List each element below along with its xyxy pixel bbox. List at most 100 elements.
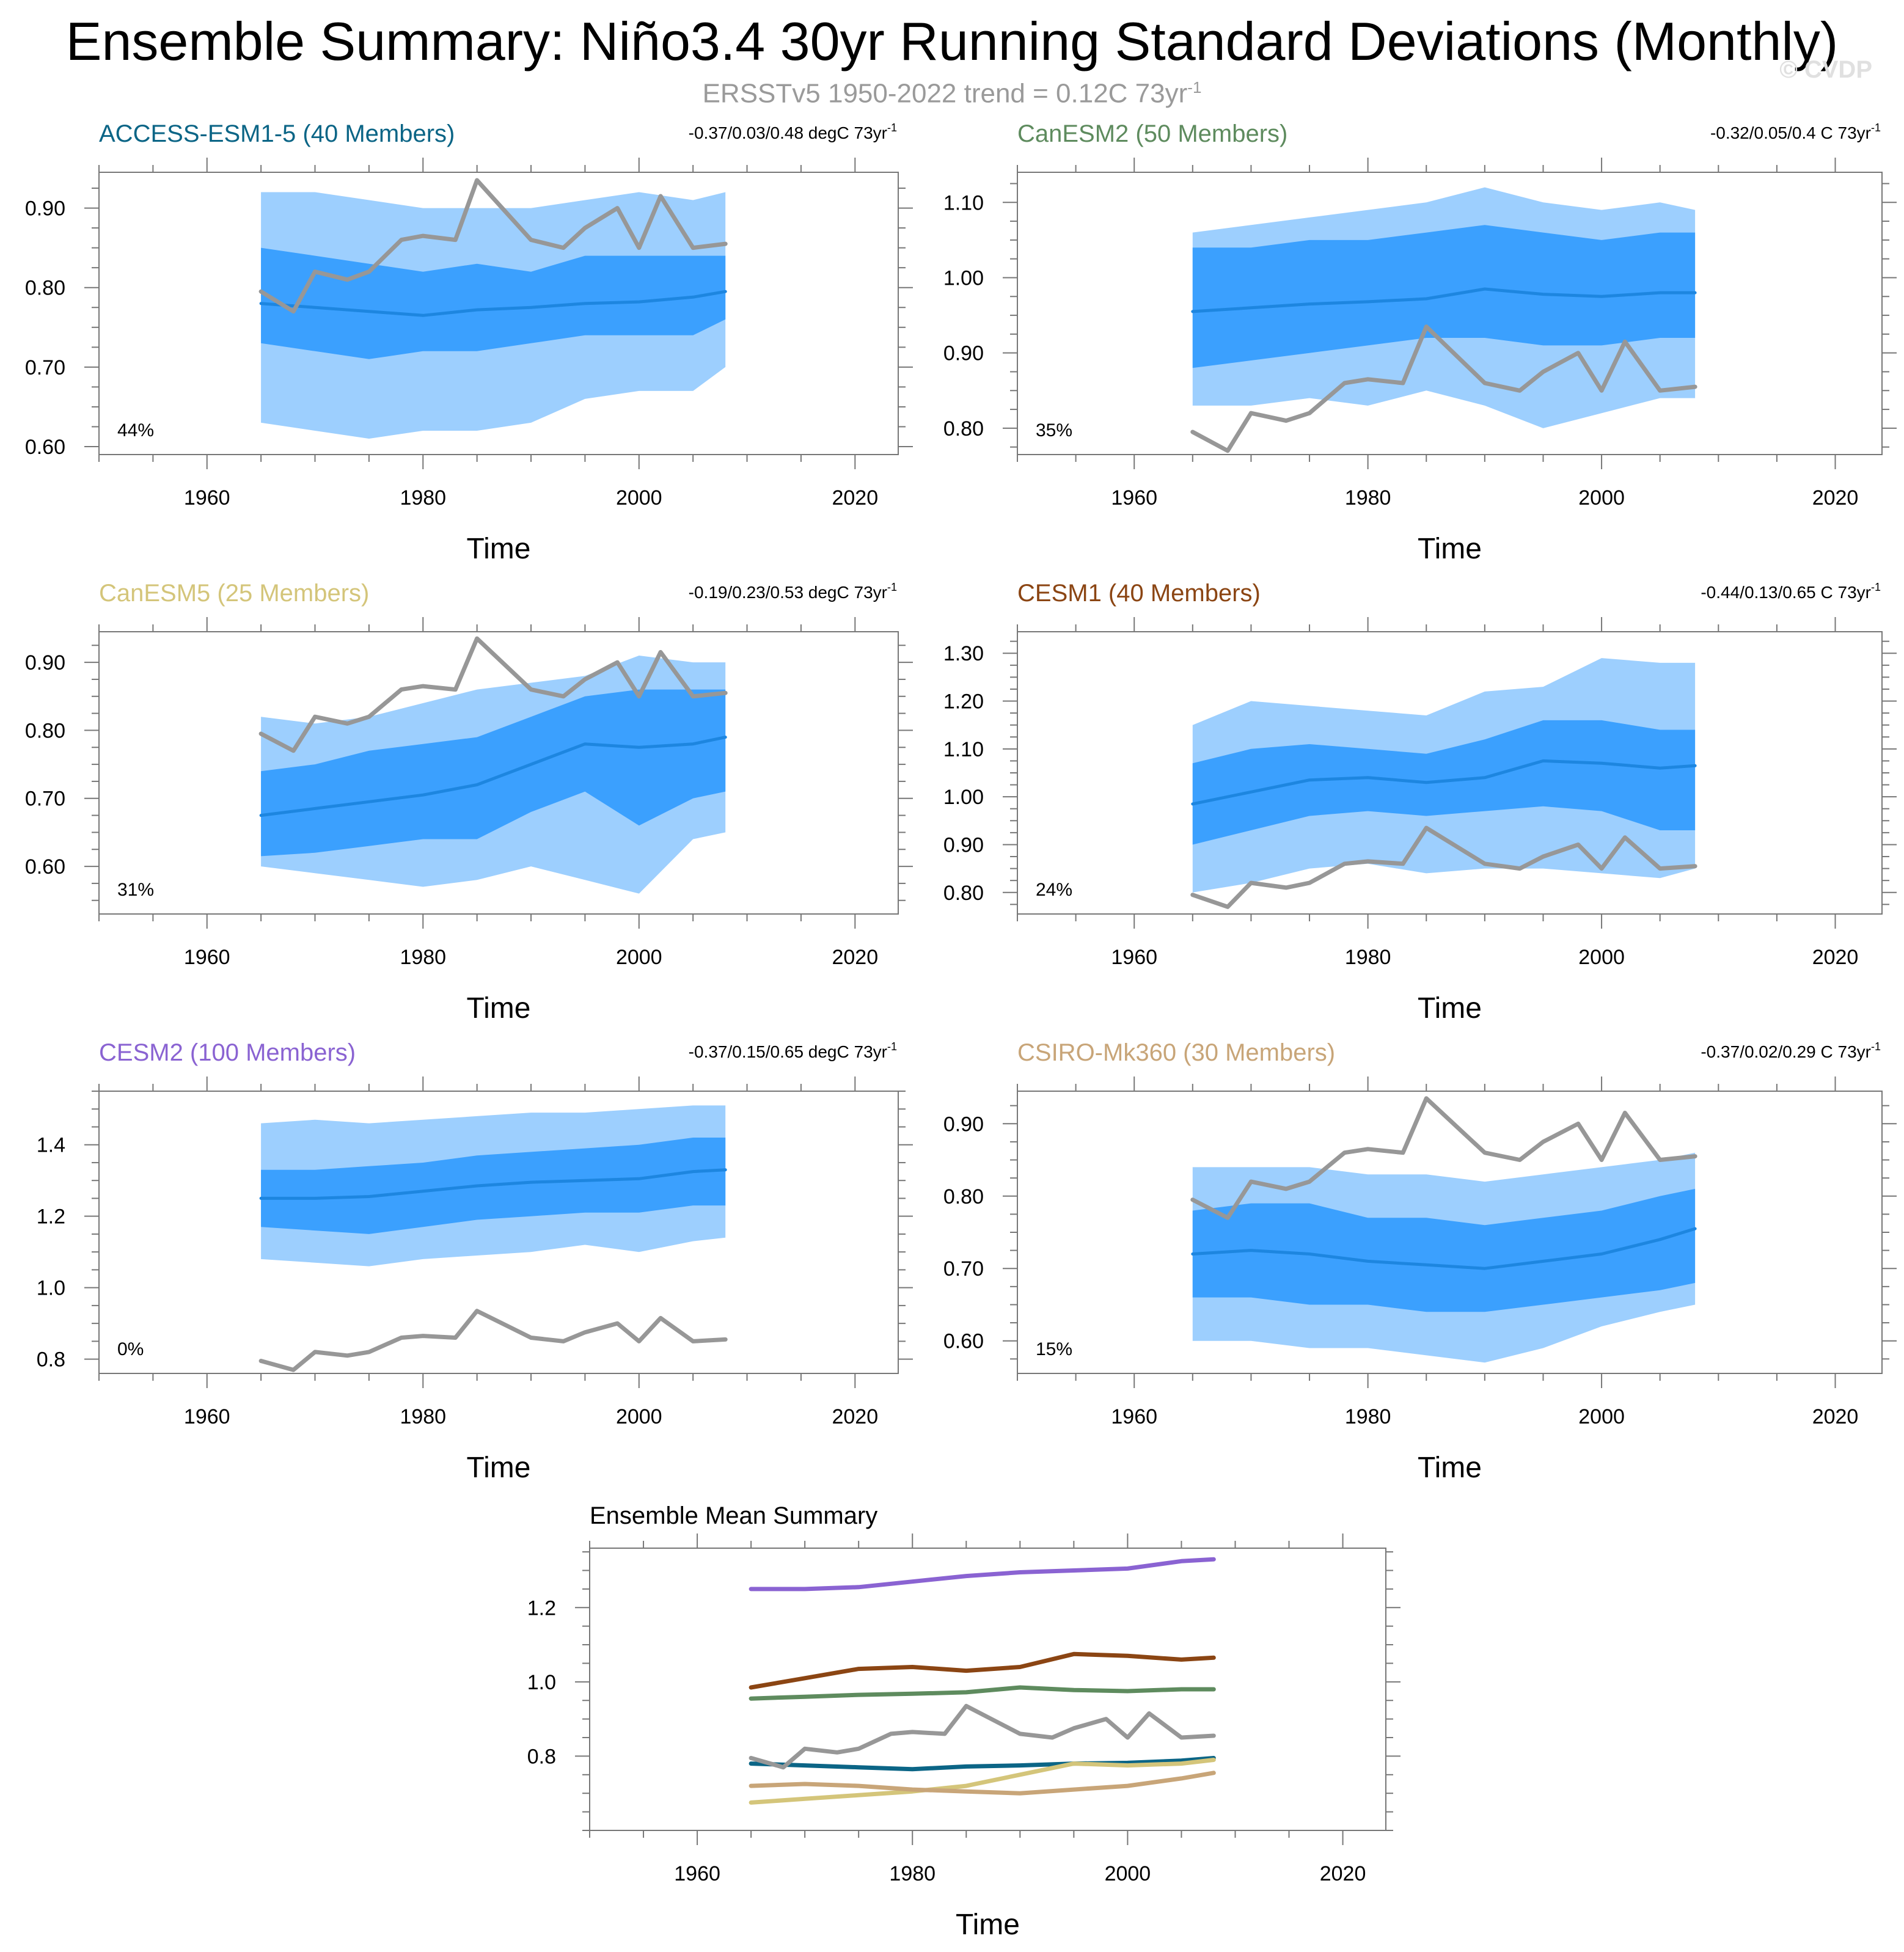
series-line-access-esm1-5 <box>749 1756 1216 1772</box>
y-tick-label: 0.70 <box>25 356 65 379</box>
panel-title: CESM2 (100 Members) <box>99 1039 356 1066</box>
trend-label-exponent: -1 <box>887 581 897 593</box>
x-axis-label: Time <box>956 1909 1020 1941</box>
panel-title: CSIRO-Mk360 (30 Members) <box>1017 1039 1335 1066</box>
trend-label-text: -0.44/0.13/0.65 C 73yr <box>1701 583 1871 602</box>
y-tick-label: 0.80 <box>943 417 984 440</box>
trend-label: -0.37/0.15/0.65 degC 73yr-1 <box>689 1040 897 1061</box>
x-tick-label: 2020 <box>1812 946 1859 969</box>
y-tick-label: 0.80 <box>25 277 65 300</box>
chart-panel-canesm5: 1960 1980 2000 2020 0.60 0.70 0.80 0.90 Time CanE… <box>25 580 913 1025</box>
trend-label-exponent: -1 <box>1871 581 1881 593</box>
plot-frame <box>1017 172 1883 455</box>
trend-label: -0.44/0.13/0.65 C 73yr-1 <box>1701 581 1881 602</box>
percent-label: 31% <box>117 880 154 900</box>
plot-frame <box>98 172 899 455</box>
plot-frame <box>98 1091 899 1374</box>
y-tick-label: 0.90 <box>25 197 65 221</box>
x-tick-label: 2000 <box>616 486 662 510</box>
trend-label: -0.32/0.05/0.4 C 73yr-1 <box>1710 122 1881 142</box>
x-tick-label: 1980 <box>400 946 446 969</box>
chart-panel-csiro-mk360: 1960 1980 2000 2020 0.60 0.70 0.80 0.90 Time CSIR… <box>943 1039 1897 1484</box>
trend-label: -0.37/0.02/0.29 C 73yr-1 <box>1701 1040 1881 1061</box>
trend-label: -0.19/0.23/0.53 degC 73yr-1 <box>689 581 897 602</box>
x-tick-label: 2020 <box>1812 486 1859 510</box>
x-tick-label: 1960 <box>674 1862 720 1885</box>
x-axis-label: Time <box>1418 1452 1482 1484</box>
observed-line <box>1190 825 1697 909</box>
y-tick-label: 1.4 <box>37 1134 65 1157</box>
trend-label-text: -0.37/0.02/0.29 C 73yr <box>1701 1042 1871 1061</box>
x-tick-label: 2000 <box>616 1405 662 1428</box>
y-tick-label: 0.80 <box>943 882 984 905</box>
observed-line <box>749 1703 1216 1770</box>
y-tick-label: 0.90 <box>25 651 65 674</box>
trend-label-text: -0.32/0.05/0.4 C 73yr <box>1710 123 1871 142</box>
x-tick-label: 1980 <box>1345 486 1391 510</box>
x-tick-label: 2020 <box>832 946 878 969</box>
percent-label: 15% <box>1036 1339 1072 1359</box>
x-axis-label: Time <box>467 533 531 565</box>
copyright-watermark: © CVDP <box>1779 56 1872 83</box>
trend-label-text: -0.37/0.03/0.48 degC 73yr <box>689 123 887 142</box>
panel-title: Ensemble Mean Summary <box>590 1502 877 1529</box>
figure-title: Ensemble Summary: Niño3.4 30yr Running S… <box>65 11 1839 71</box>
observed-line <box>258 178 728 314</box>
x-tick-label: 1980 <box>400 486 446 510</box>
observed-line <box>258 1309 728 1372</box>
ensemble-mean-line <box>259 1168 727 1200</box>
y-tick-label: 0.90 <box>943 342 984 365</box>
series-line-cesm1 <box>749 1651 1216 1690</box>
y-tick-label: 1.2 <box>37 1205 65 1229</box>
y-tick-label: 1.00 <box>943 266 984 290</box>
observed-line <box>258 636 728 753</box>
plot-frame <box>98 631 899 915</box>
x-tick-label: 2020 <box>832 486 878 510</box>
percent-label: 44% <box>117 420 154 440</box>
y-tick-label: 0.60 <box>25 855 65 879</box>
trend-label: -0.37/0.03/0.48 degC 73yr-1 <box>689 122 897 142</box>
chart-panel-ensemble-mean-summary: 1960 1980 2000 2020 0.8 1.0 1.2 Time Ensemble Me… <box>527 1502 1401 1941</box>
ensemble-mean-line <box>259 736 727 817</box>
x-tick-label: 1960 <box>1111 486 1157 510</box>
x-tick-label: 2020 <box>1812 1405 1859 1428</box>
y-tick-label: 1.0 <box>527 1671 556 1694</box>
y-tick-label: 1.10 <box>943 738 984 761</box>
y-tick-label: 1.2 <box>527 1596 556 1620</box>
plot-frame <box>589 1548 1386 1831</box>
series-line-canesm5 <box>749 1758 1216 1805</box>
panel-title: CanESM5 (25 Members) <box>99 580 369 607</box>
x-tick-label: 2000 <box>1578 946 1625 969</box>
x-tick-label: 1980 <box>1345 946 1391 969</box>
y-tick-label: 0.90 <box>943 833 984 857</box>
x-tick-label: 1960 <box>184 486 230 510</box>
x-tick-label: 1980 <box>400 1405 446 1428</box>
y-tick-label: 0.60 <box>943 1330 984 1353</box>
x-axis-label: Time <box>467 1452 531 1484</box>
figure-subtitle: ERSSTv5 1950-2022 trend = 0.12C 73yr-1 <box>0 78 1904 109</box>
y-tick-label: 0.90 <box>943 1113 984 1136</box>
y-tick-label: 1.00 <box>943 786 984 809</box>
chart-panel-cesm1: 1960 1980 2000 2020 0.80 0.90 1.00 1.10 1.20 1.30… <box>943 580 1897 1025</box>
ensemble-mean-line <box>259 290 727 317</box>
y-tick-label: 0.8 <box>527 1745 556 1768</box>
x-tick-label: 1960 <box>184 946 230 969</box>
percent-label: 24% <box>1036 880 1072 900</box>
y-tick-label: 0.70 <box>943 1257 984 1281</box>
x-axis-label: Time <box>467 992 531 1025</box>
y-tick-label: 0.80 <box>25 719 65 742</box>
y-tick-label: 0.80 <box>943 1185 984 1208</box>
x-tick-label: 2000 <box>1578 1405 1625 1428</box>
x-tick-label: 1980 <box>1345 1405 1391 1428</box>
ensemble-mean-line <box>1191 1227 1697 1270</box>
y-tick-label: 0.70 <box>25 788 65 811</box>
trend-label-exponent: -1 <box>1871 122 1881 134</box>
series-line-canesm2 <box>749 1685 1216 1701</box>
trend-label-exponent: -1 <box>887 122 897 134</box>
chart-panel-cesm2: 1960 1980 2000 2020 0.8 1.0 1.2 1.4 Time CESM2 (1… <box>37 1039 913 1484</box>
x-tick-label: 2020 <box>1320 1862 1366 1885</box>
x-tick-label: 2000 <box>1578 486 1625 510</box>
inner-spread-band <box>1192 1188 1696 1312</box>
observed-line <box>1190 324 1697 453</box>
y-tick-label: 1.0 <box>37 1277 65 1300</box>
